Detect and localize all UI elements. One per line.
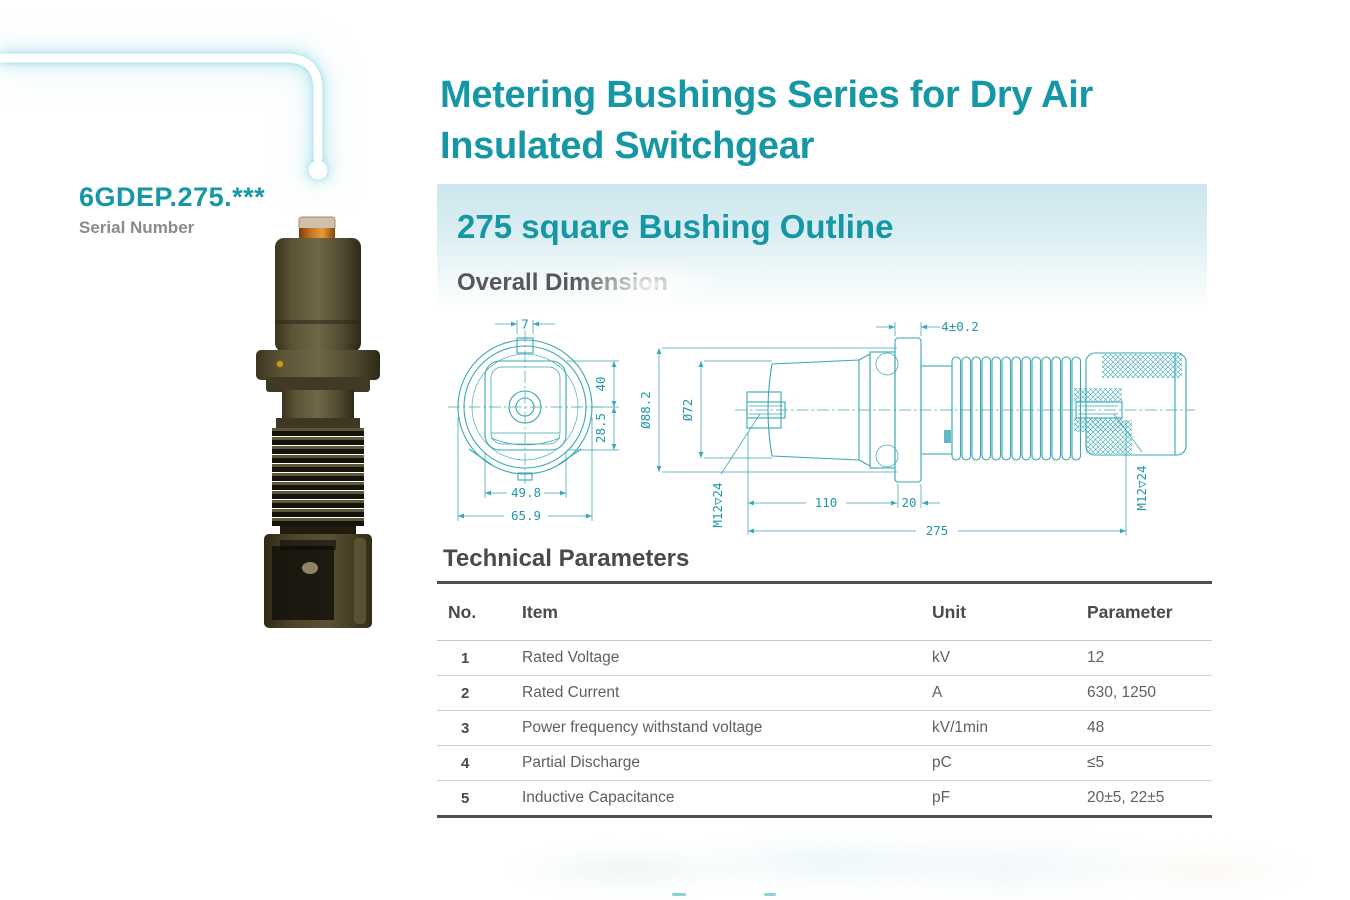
decorative-line-path <box>0 53 323 163</box>
row-unit: pC <box>929 745 1084 781</box>
row-parameter: 630, 1250 <box>1084 675 1212 711</box>
dim-label-outer-width: 65.9 <box>511 508 541 523</box>
table-row: 3 Power frequency withstand voltage kV/1… <box>437 710 1212 746</box>
dimension-drawing: 7 40 28.5 49.8 65.9 Ø88.2 Ø72 <box>448 315 1195 540</box>
teal-dash-decor <box>764 893 776 896</box>
dim-label-thread-right: M12▽24 <box>1134 465 1149 510</box>
row-parameter: ≤5 <box>1084 745 1212 781</box>
decorative-line-dot <box>308 160 328 180</box>
row-item: Inductive Capacitance <box>521 780 929 818</box>
row-no: 4 <box>437 745 521 781</box>
decorative-circuit-line <box>0 53 328 180</box>
technical-parameters-table: No. Item Unit Parameter 1 Rated Voltage … <box>437 581 1212 818</box>
faded-watermark-image <box>430 825 1330 900</box>
bushing-product-photo <box>256 216 380 628</box>
table-row: 5 Inductive Capacitance pF 20±5, 22±5 <box>437 780 1212 818</box>
row-unit: kV <box>929 640 1084 676</box>
teal-dash-decor <box>672 893 686 896</box>
dim-label-inner-dia: Ø72 <box>680 399 695 422</box>
drawing-side-view: Ø88.2 Ø72 <box>636 317 1195 540</box>
row-parameter: 20±5, 22±5 <box>1084 780 1212 818</box>
page-title-line2: Insulated Switchgear <box>440 125 815 167</box>
dim-label-lower-height: 28.5 <box>593 413 608 443</box>
column-header-unit: Unit <box>929 581 1084 641</box>
row-parameter: 12 <box>1084 640 1212 676</box>
table-row: 2 Rated Current A 630, 1250 <box>437 675 1212 711</box>
dim-label-top-width: 7 <box>521 317 529 332</box>
row-item: Rated Voltage <box>521 640 929 676</box>
row-unit: kV/1min <box>929 710 1084 746</box>
row-unit: pF <box>929 780 1084 818</box>
drawing-bellows <box>951 356 1082 461</box>
drawing-front-view: 7 40 28.5 49.8 65.9 <box>448 315 619 525</box>
bushing-photo-shapes <box>256 216 380 628</box>
table-row: 1 Rated Voltage kV 12 <box>437 640 1212 676</box>
serial-block: 6GDEP.275.*** Serial Number <box>79 182 265 238</box>
row-item: Partial Discharge <box>521 745 929 781</box>
table-header-row: No. Item Unit Parameter <box>437 581 1212 641</box>
page-title: Metering Bushings Series for Dry Air Ins… <box>440 70 1093 172</box>
row-item: Power frequency withstand voltage <box>521 710 929 746</box>
row-unit: A <box>929 675 1084 711</box>
row-no: 2 <box>437 675 521 711</box>
watermark-blob <box>575 260 725 310</box>
section-gradient-band <box>437 184 1207 312</box>
row-item: Rated Current <box>521 675 929 711</box>
row-no: 3 <box>437 710 521 746</box>
table-row: 4 Partial Discharge pC ≤5 <box>437 745 1212 781</box>
dim-label-inner-width: 49.8 <box>511 485 541 500</box>
row-no: 1 <box>437 640 521 676</box>
dim-label-flange-thickness: 4±0.2 <box>941 319 979 334</box>
section-heading: 275 square Bushing Outline <box>457 208 894 245</box>
dim-label-outer-dia: Ø88.2 <box>638 391 653 429</box>
dim-label-upper-height: 40 <box>593 376 608 391</box>
dim-label-thread-left: M12▽24 <box>710 482 725 527</box>
serial-number: 6GDEP.275.*** <box>79 182 266 212</box>
column-header-item: Item <box>521 581 929 641</box>
row-no: 5 <box>437 780 521 818</box>
dim-label-body-length: 110 <box>815 495 838 510</box>
column-header-parameter: Parameter <box>1084 581 1212 641</box>
technical-parameters-heading: Technical Parameters <box>443 545 690 572</box>
page-title-line1: Metering Bushings Series for Dry Air <box>440 74 1093 116</box>
serial-number-label: Serial Number <box>79 218 195 237</box>
dim-label-flange-width: 20 <box>901 495 916 510</box>
column-header-no: No. <box>437 581 521 641</box>
row-parameter: 48 <box>1084 710 1212 746</box>
dim-label-total-length: 275 <box>926 523 949 538</box>
